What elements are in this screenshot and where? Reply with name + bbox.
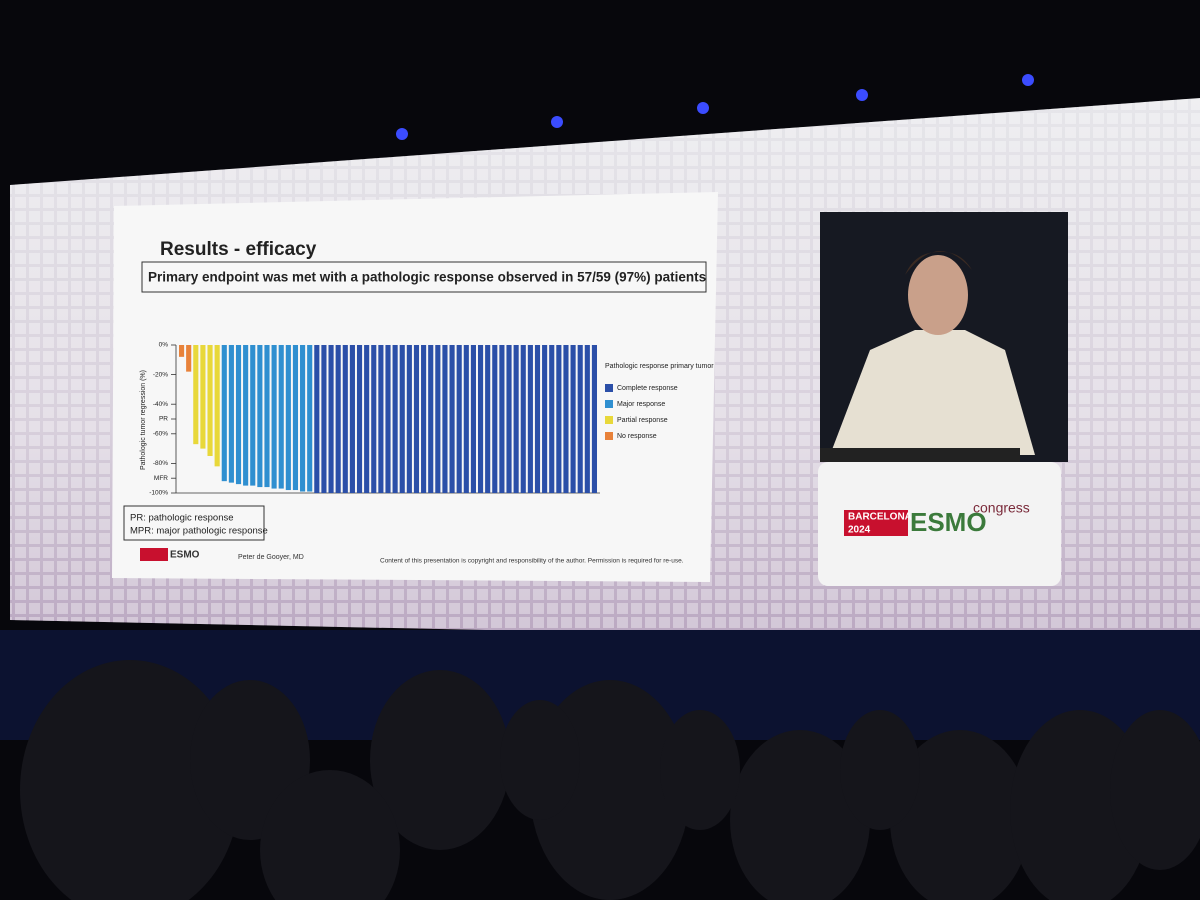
bar — [342, 345, 348, 493]
bar — [271, 345, 277, 489]
bar — [364, 345, 370, 493]
logo-badge — [844, 510, 908, 536]
bar — [542, 345, 548, 493]
bar — [186, 345, 192, 372]
logo-city: BARCELONA — [848, 512, 912, 523]
bar — [435, 345, 441, 493]
bar — [485, 345, 491, 493]
y-tick-label: -100% — [149, 490, 168, 497]
bar — [349, 345, 355, 493]
logo-suffix: congress — [973, 500, 1030, 516]
bar — [570, 345, 576, 493]
bar — [492, 345, 498, 493]
legend-label: Major response — [617, 401, 665, 408]
bar — [200, 345, 206, 449]
bar — [428, 345, 434, 493]
bar — [506, 345, 512, 493]
bar — [527, 345, 533, 493]
y-tick-label: PR — [159, 416, 168, 423]
legend-label: No response — [617, 433, 657, 440]
bar — [442, 345, 448, 493]
speaker — [820, 251, 1035, 462]
bar — [392, 345, 398, 493]
bar — [221, 345, 227, 482]
y-tick-label: -60% — [153, 431, 168, 438]
bar — [499, 345, 505, 493]
logo-brand: ESMO — [910, 507, 987, 537]
bar — [470, 345, 476, 493]
bar — [406, 345, 412, 493]
bar — [257, 345, 263, 488]
bar — [250, 345, 256, 486]
slide-headline: Primary endpoint was met with a patholog… — [148, 270, 706, 285]
bar — [513, 345, 519, 493]
bar — [520, 345, 526, 493]
bar — [549, 345, 555, 493]
y-tick-label: MFR — [154, 475, 168, 482]
headline-box — [141, 261, 707, 293]
bar — [449, 345, 455, 493]
bar — [556, 345, 562, 493]
bar — [328, 345, 334, 493]
bar — [228, 345, 234, 483]
presenter: Peter de Gooyer, MD — [238, 554, 304, 561]
y-tick-label: 0% — [159, 342, 169, 349]
bar — [356, 345, 363, 493]
bar — [534, 345, 541, 493]
audience — [20, 660, 1200, 900]
bar — [193, 345, 199, 445]
legend-title: Pathologic response primary tumor — [605, 363, 714, 370]
legend-swatch — [605, 432, 613, 440]
bar — [179, 345, 185, 357]
bar — [371, 345, 377, 493]
bar — [477, 345, 484, 493]
bar — [413, 345, 420, 493]
bar — [235, 345, 242, 485]
bar — [378, 345, 384, 493]
bar — [214, 345, 220, 467]
bar — [285, 345, 291, 491]
logo-mark — [140, 548, 168, 561]
footnote-box — [123, 505, 265, 541]
bar — [563, 345, 569, 493]
bar — [292, 345, 299, 491]
y-axis-label: Pathologic tumor regression (%) — [140, 370, 147, 470]
footnote: PR: pathologic response — [130, 513, 234, 524]
bar — [584, 345, 590, 493]
legend-swatch — [605, 400, 613, 408]
bar — [300, 345, 306, 492]
bar — [385, 345, 391, 493]
bar — [591, 345, 598, 493]
bar — [421, 345, 427, 493]
copyright: Content of this presentation is copyrigh… — [380, 558, 684, 565]
bar — [243, 345, 249, 486]
footnote: MPR: major pathologic response — [130, 526, 268, 537]
y-tick-label: -20% — [153, 371, 168, 378]
legend-label: Complete response — [617, 385, 678, 392]
bar — [456, 345, 462, 493]
bar — [264, 345, 270, 488]
bar — [278, 345, 284, 489]
bar — [399, 345, 405, 493]
bar — [307, 345, 313, 492]
bar — [463, 345, 469, 493]
legend-label: Partial response — [617, 417, 668, 424]
slide-title: Results - efficacy — [160, 239, 317, 260]
logo-panel — [818, 462, 1061, 586]
bar — [314, 345, 320, 493]
bar — [207, 345, 213, 456]
logo-year: 2024 — [848, 525, 871, 536]
logo-brand: ESMO — [170, 550, 200, 561]
bar — [577, 345, 583, 493]
legend-swatch — [605, 384, 613, 392]
y-tick-label: -40% — [153, 401, 168, 408]
stage-lights — [396, 74, 1034, 140]
bar — [321, 345, 327, 493]
legend-swatch — [605, 416, 613, 424]
y-tick-label: -80% — [153, 460, 168, 467]
bar — [335, 345, 341, 493]
